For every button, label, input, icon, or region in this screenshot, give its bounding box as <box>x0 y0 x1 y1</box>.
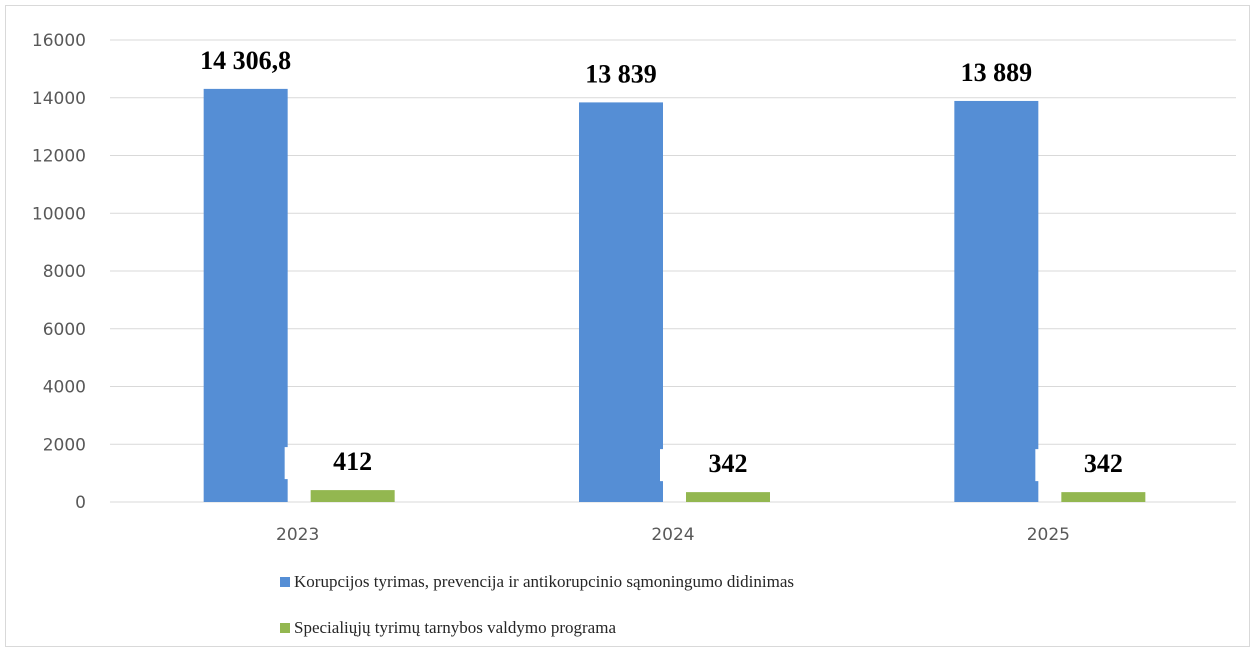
data-label-background <box>177 45 314 78</box>
y-tick-label: 10000 <box>32 204 86 224</box>
bar <box>203 88 288 503</box>
data-label: 13 889 <box>961 58 1033 87</box>
y-tick-label: 6000 <box>43 320 86 340</box>
bar <box>1061 492 1146 502</box>
data-label: 342 <box>709 449 748 478</box>
y-tick-label: 0 <box>75 493 86 513</box>
y-tick-label: 14000 <box>32 89 86 109</box>
data-label: 14 306,8 <box>200 46 291 75</box>
legend-swatch-series-1 <box>280 577 290 587</box>
y-tick-label: 16000 <box>32 31 86 51</box>
data-label-background <box>284 447 421 480</box>
legend-label-series-1: Korupcijos tyrimas, prevencija ir antiko… <box>294 572 794 591</box>
y-tick-label: 2000 <box>43 435 86 455</box>
legend-item-series-2: Specialiųjų tyrimų tarnybos valdymo prog… <box>280 618 616 638</box>
legend-label-series-2: Specialiųjų tyrimų tarnybos valdymo prog… <box>294 618 616 637</box>
x-category-label: 2023 <box>276 525 319 545</box>
data-label: 412 <box>333 447 372 476</box>
legend-swatch-series-2 <box>280 623 290 633</box>
y-tick-label: 4000 <box>43 378 86 398</box>
y-tick-label: 12000 <box>32 147 86 167</box>
legend-item-series-1: Korupcijos tyrimas, prevencija ir antiko… <box>280 572 794 592</box>
data-label-background <box>1035 449 1172 482</box>
data-label-background <box>660 449 796 482</box>
y-tick-label: 8000 <box>43 262 86 282</box>
data-label-background <box>553 59 689 92</box>
data-label: 13 839 <box>585 59 657 88</box>
data-label: 342 <box>1084 449 1123 478</box>
x-category-label: 2025 <box>1027 525 1070 545</box>
bar <box>579 102 663 503</box>
bar <box>686 492 770 502</box>
x-category-label: 2024 <box>651 525 694 545</box>
bar <box>310 490 395 502</box>
bar <box>954 100 1039 502</box>
data-label-background <box>928 57 1065 90</box>
